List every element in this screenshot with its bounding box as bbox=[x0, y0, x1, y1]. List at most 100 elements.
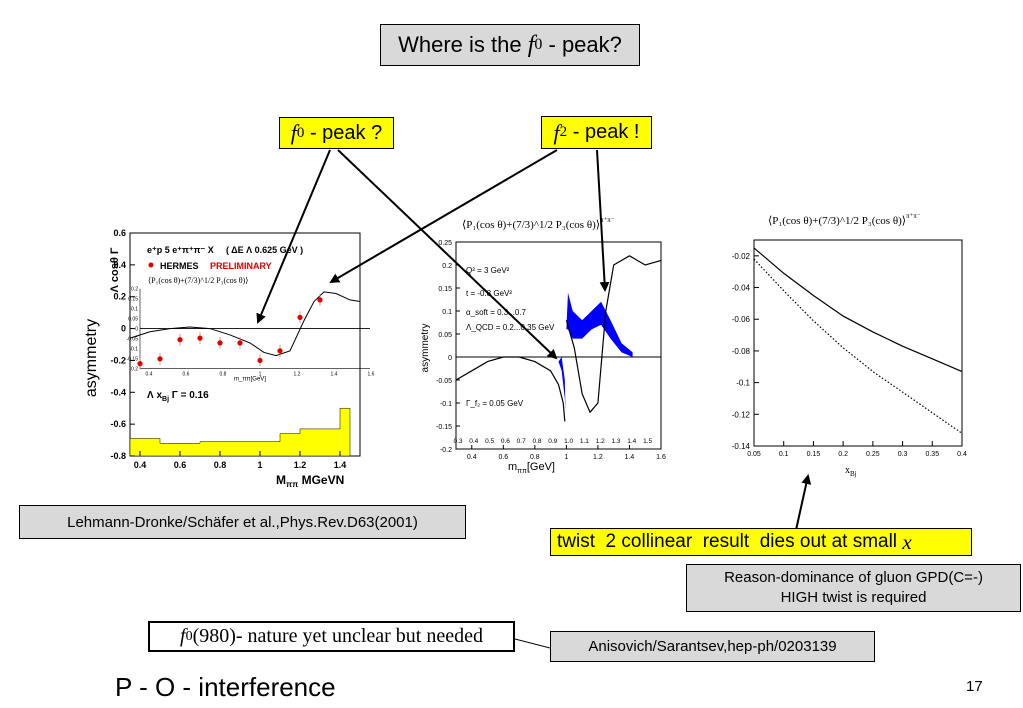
middle-y-tick-label: 0.05 bbox=[438, 332, 452, 339]
left-x-tick-label: 0.8 bbox=[214, 460, 227, 470]
footer-title: P - O - interference bbox=[115, 672, 336, 702]
blue-band-high bbox=[566, 292, 633, 357]
left-y-tick-label: -0.2 bbox=[110, 355, 126, 365]
reason-box: Reason-dominance of gluon GPD(C=-) HIGH … bbox=[686, 564, 1021, 612]
inset-formula: ⟨P₁(cos θ)+(7/3)^1/2 P₃(cos θ)⟩ bbox=[148, 276, 248, 285]
middle-annotation: α_soft = 0.3...0.7 bbox=[466, 308, 527, 317]
left-x-tick-label: 1.2 bbox=[294, 460, 307, 470]
right-chart-frame bbox=[753, 239, 963, 447]
inset-y-tick-label: -0.15 bbox=[127, 356, 139, 362]
title-subscript: 0 bbox=[534, 36, 543, 53]
twist-note-var: x bbox=[902, 529, 912, 554]
title-suffix: - peak? bbox=[542, 32, 622, 57]
hermes-point bbox=[137, 361, 143, 367]
middle-y-tick-label: 0.15 bbox=[438, 286, 452, 293]
legend-preliminary: PRELIMINARY bbox=[210, 261, 272, 271]
inset-x-tick-label: 1.6 bbox=[368, 371, 375, 377]
hermes-point bbox=[257, 357, 263, 364]
reason-line-2: HIGH twist is required bbox=[780, 589, 927, 606]
legend-cut: ( ΔE Λ 0.625 GeV ) bbox=[226, 245, 303, 255]
right-x-tick-label: 0.15 bbox=[807, 451, 821, 458]
middle-x-tick-label: 0.4 bbox=[467, 454, 477, 461]
hermes-point bbox=[277, 348, 283, 354]
middle-y-tick-label: 0 bbox=[448, 355, 452, 362]
middle-annotation: Λ_QCD = 0.2...0.35 GeV bbox=[466, 323, 555, 332]
inset-x-tick-label: 1.4 bbox=[331, 371, 338, 377]
connector-line bbox=[514, 637, 551, 649]
legend-hermes: HERMES bbox=[160, 261, 199, 271]
right-y-tick-label: -0.04 bbox=[732, 284, 751, 293]
inset-x-tick-label: 0.6 bbox=[183, 371, 190, 377]
middle-y-tick-label: 0.1 bbox=[442, 309, 452, 316]
inset-x-tick-label: 0.4 bbox=[146, 371, 153, 377]
f0-note-subscript: 0 bbox=[185, 628, 193, 644]
left-x-label: Mππ MGeVN bbox=[276, 473, 344, 489]
inset-y-tick-label: -0.05 bbox=[127, 337, 139, 343]
f2-symbol: f bbox=[553, 119, 560, 145]
inset-theory-curve bbox=[129, 291, 361, 357]
reference-bottom-text: Anisovich/Sarantsev,hep-ph/0203139 bbox=[588, 638, 837, 655]
f0-note: f 0 (980)- nature yet unclear but needed bbox=[148, 621, 515, 652]
middle-x-tick-label: 0.6 bbox=[498, 454, 508, 461]
middle-inner-x-tick-label: 0.7 bbox=[517, 438, 526, 445]
middle-y-ticks: 0.25 0.2 0.15 0.1 0.05 0 -0.05 -0.1 -0.15 -0.2 bbox=[436, 240, 460, 454]
left-y-tick-label: 0.6 bbox=[113, 228, 126, 238]
left-chart-frame bbox=[129, 232, 361, 457]
middle-inner-x-tick-label: 1.5 bbox=[643, 438, 652, 445]
right-curves bbox=[753, 247, 963, 434]
left-chart: 0.20.150.10.050-0.05-0.1-0.15-0.20.4 0.6 0… bbox=[83, 228, 375, 489]
middle-inner-x-tick-label: 1.0 bbox=[564, 438, 573, 445]
hermes-point bbox=[217, 340, 223, 346]
right-chart: ⟨P₁(cos θ)+(7/3)^1/2 P₃(cos θ)⟩π⁺π⁻ -0.0… bbox=[732, 212, 967, 478]
hermes-point bbox=[177, 337, 183, 343]
middle-x-tick-label: 1.6 bbox=[656, 454, 666, 461]
right-y-tick-label: -0.02 bbox=[732, 252, 751, 261]
right-x-tick-label: 0.25 bbox=[866, 451, 880, 458]
left-y-tick-label: 0 bbox=[121, 324, 126, 334]
right-y-tick-label: -0.1 bbox=[736, 379, 750, 388]
systematic-band bbox=[129, 407, 351, 457]
middle-y-tick-label: -0.15 bbox=[436, 424, 452, 431]
arrow-f0-to-middle-chart bbox=[337, 149, 558, 360]
middle-inner-x-tick-label: 0.3 bbox=[453, 438, 462, 445]
right-x-tick-label: 0.05 bbox=[747, 451, 761, 458]
middle-inner-x-tick-label: 1.2 bbox=[596, 438, 605, 445]
middle-chart-title: ⟨P₁(cos θ)+(7/3)^1/2 P₃(cos θ)⟩π⁺π⁻ bbox=[462, 216, 615, 231]
middle-y-tick-label: -0.05 bbox=[436, 378, 452, 385]
middle-chart: ⟨P₁(cos θ)+(7/3)^1/2 P₃(cos θ)⟩π⁺π⁻ 0.25… bbox=[420, 216, 666, 475]
inset-y-tick-label: 0.05 bbox=[128, 317, 138, 323]
arrow-f2-to-middle-chart bbox=[596, 149, 610, 292]
middle-curves bbox=[455, 255, 662, 422]
inset-x-label: m_ππ[GeV] bbox=[234, 376, 266, 382]
left-y-tick-label: 0.4 bbox=[113, 260, 126, 270]
inset-y-tick-label: 0.1 bbox=[131, 307, 138, 313]
title-prefix: Where is the bbox=[398, 32, 528, 57]
inset-y-tick-label: 0.2 bbox=[131, 287, 138, 293]
inset-x-tick-label: 1 bbox=[259, 371, 262, 377]
middle-curve bbox=[455, 356, 566, 422]
right-y-tick-label: -0.08 bbox=[732, 347, 751, 356]
f0-label-text: - peak ? bbox=[304, 121, 383, 144]
hermes-point bbox=[297, 314, 303, 321]
left-y-title: Λ cosθ Γ bbox=[109, 247, 121, 292]
middle-x-ticks: 0.4 0.6 0.8 1 1.2 1.4 1.6 bbox=[467, 445, 666, 461]
right-x-label: xBj bbox=[845, 465, 857, 478]
title-symbol: f bbox=[527, 31, 535, 58]
f0-note-text: (980)- nature yet unclear but needed bbox=[192, 625, 483, 647]
middle-annotation: Q² = 3 GeV² bbox=[466, 266, 510, 275]
right-x-tick-label: 0.2 bbox=[838, 451, 848, 458]
left-y-tick-label: 0.2 bbox=[113, 292, 126, 302]
middle-inner-x-tick-label: 0.5 bbox=[485, 438, 494, 445]
right-y-tick-label: -0.14 bbox=[732, 442, 751, 451]
arrow-f2-to-left-chart bbox=[329, 149, 558, 284]
right-x-tick-label: 0.4 bbox=[957, 451, 967, 458]
twist-note: twist 2 collinear result dies out at sma… bbox=[550, 528, 972, 556]
f0-symbol: f bbox=[290, 120, 297, 145]
reference-left-text: Lehmann-Dronke/Schäfer et al.,Phys.Rev.D… bbox=[67, 513, 418, 531]
legend-marker bbox=[148, 262, 154, 268]
middle-inner-x-tick-label: 0.4 bbox=[469, 438, 478, 445]
reference-bottom: Anisovich/Sarantsev,hep-ph/0203139 bbox=[550, 631, 875, 662]
